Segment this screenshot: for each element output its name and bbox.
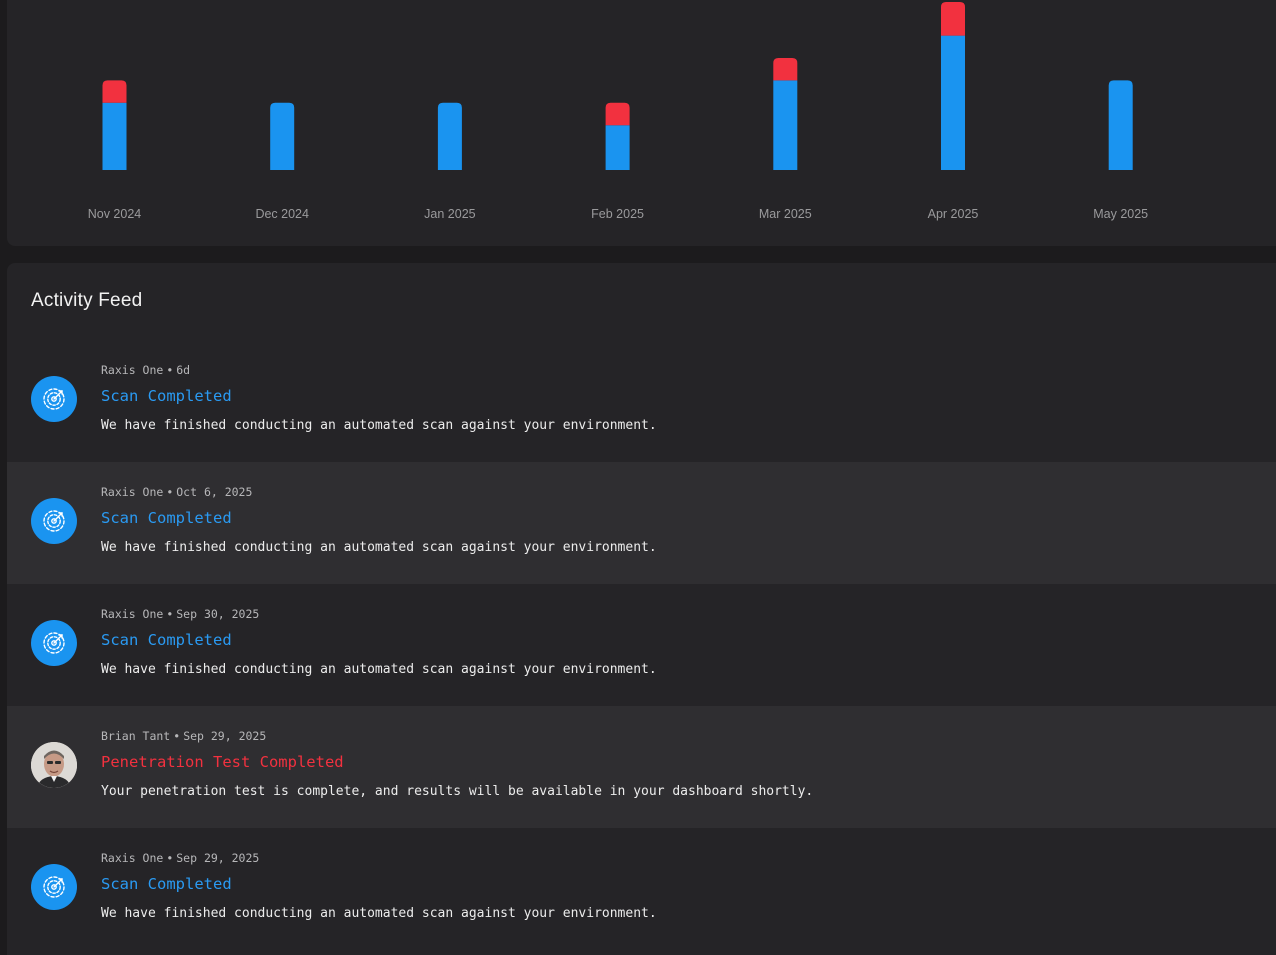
bar-red-5[interactable]: [941, 2, 965, 36]
x-tick-label: Mar 2025: [759, 207, 812, 221]
target-icon: [31, 376, 77, 422]
feed-item[interactable]: Raxis One • Oct 6, 2025 Scan Completed We ha…: [7, 462, 1276, 584]
feed-item-meta: Raxis One • 6d: [101, 363, 190, 377]
x-tick-label: Apr 2025: [928, 207, 979, 221]
monthly-findings-chart: Nov 2024 Dec 2024 Jan 2025 Feb 2025 Mar 2025…: [7, 0, 1276, 246]
feed-item-author: Raxis One: [101, 485, 164, 499]
bar-blue-2[interactable]: [437, 102, 462, 170]
x-tick-label: Feb 2025: [591, 207, 644, 221]
meta-separator: •: [166, 607, 174, 621]
bar-blue-0[interactable]: [102, 102, 127, 170]
feed-item-time: Sep 29, 2025: [176, 851, 260, 865]
feed-item-description: We have finished conducting an automated…: [101, 662, 657, 677]
feed-item[interactable]: Brian Tant • Sep 29, 2025 Penetration Test …: [7, 706, 1276, 828]
feed-item[interactable]: Raxis One • 6d Scan Completed We have finish…: [7, 340, 1276, 462]
feed-item-title-link[interactable]: Scan Completed: [101, 509, 232, 527]
bar-red-4[interactable]: [773, 58, 798, 81]
feed-item-description: We have finished conducting an automated…: [101, 906, 657, 921]
x-tick-label: Nov 2024: [88, 207, 142, 221]
x-tick-label: Jan 2025: [424, 207, 475, 221]
feed-item-title-link[interactable]: Scan Completed: [101, 875, 232, 893]
bar-blue-6[interactable]: [1108, 80, 1133, 170]
activity-feed-list: Raxis One • 6d Scan Completed We have finish…: [7, 340, 1276, 950]
feed-item-time: Sep 29, 2025: [183, 729, 267, 743]
chart-svg: Nov 2024 Dec 2024 Jan 2025 Feb 2025 Mar 2025…: [88, 2, 1148, 221]
activity-feed-title: Activity Feed: [31, 290, 143, 311]
feed-item-time: Oct 6, 2025: [176, 485, 253, 499]
feed-item-title-link[interactable]: Scan Completed: [101, 387, 232, 405]
bar-red-0[interactable]: [102, 80, 127, 103]
bar-blue-5[interactable]: [941, 35, 965, 170]
x-tick-label: Dec 2024: [255, 207, 309, 221]
x-tick-label: May 2025: [1093, 207, 1148, 221]
target-icon: [31, 620, 77, 666]
feed-item-author: Raxis One: [101, 607, 164, 621]
feed-item-author: Raxis One: [101, 363, 164, 377]
feed-item[interactable]: Raxis One • Sep 29, 2025 Scan Completed We h…: [7, 828, 1276, 950]
feed-item-description: Your penetration test is complete, and r…: [101, 784, 814, 799]
feed-item-author: Brian Tant: [101, 729, 171, 743]
feed-item-description: We have finished conducting an automated…: [101, 540, 657, 555]
feed-item[interactable]: Raxis One • Sep 30, 2025 Scan Completed We h…: [7, 584, 1276, 706]
bar-blue-4[interactable]: [773, 80, 798, 170]
bar-blue-3[interactable]: [605, 125, 630, 170]
feed-item-meta: Raxis One • Sep 30, 2025: [101, 607, 259, 621]
feed-item-time: Sep 30, 2025: [176, 607, 260, 621]
feed-item-meta: Brian Tant • Sep 29, 2025: [101, 729, 266, 743]
feed-item-time: 6d: [176, 363, 191, 377]
target-icon: [31, 498, 77, 544]
feed-item-meta: Raxis One • Oct 6, 2025: [101, 485, 252, 499]
feed-item-description: We have finished conducting an automated…: [101, 418, 657, 433]
meta-separator: •: [166, 851, 174, 865]
bar-red-3[interactable]: [605, 102, 630, 126]
target-icon: [31, 864, 77, 910]
feed-item-title-link[interactable]: Penetration Test Completed: [101, 753, 344, 771]
feed-item-meta: Raxis One • Sep 29, 2025: [101, 851, 259, 865]
user-avatar: [31, 742, 77, 788]
bar-blue-1[interactable]: [270, 102, 295, 170]
feed-item-title-link[interactable]: Scan Completed: [101, 631, 232, 649]
meta-separator: •: [166, 363, 174, 377]
meta-separator: •: [173, 729, 181, 743]
feed-item-author: Raxis One: [101, 851, 164, 865]
meta-separator: •: [166, 485, 174, 499]
activity-feed-card: Activity Feed Raxis One • 6d Scan Completed…: [7, 263, 1276, 955]
